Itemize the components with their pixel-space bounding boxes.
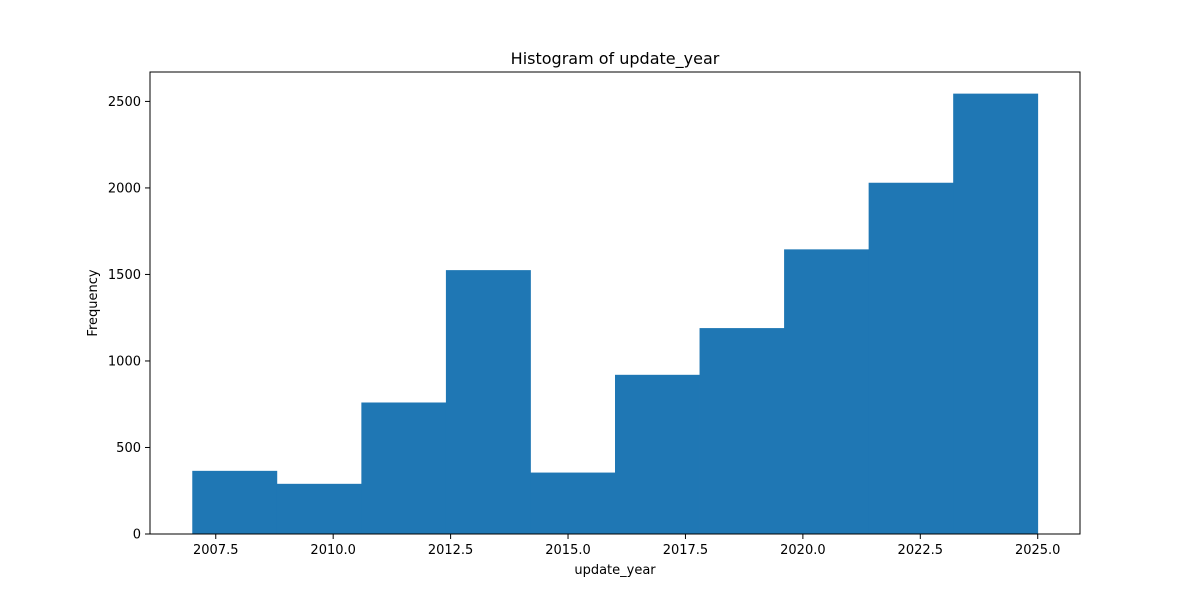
x-tick-label: 2025.0 (1015, 543, 1061, 558)
histogram-bar (192, 470, 278, 534)
x-axis-ticks: 2007.5 2010.0 2012.5 2015.0 2017.5 2020.0 2022… (193, 534, 1060, 558)
histogram-bar (530, 472, 616, 534)
histogram-bar (784, 249, 870, 534)
histogram-bar (361, 402, 447, 534)
histogram-bars (192, 93, 1039, 534)
y-tick-label: 1500 (108, 268, 141, 283)
x-tick-label: 2017.5 (663, 543, 709, 558)
histogram-bar (953, 93, 1039, 534)
y-tick-label: 500 (116, 441, 141, 456)
histogram-bar (868, 182, 954, 534)
plot-frame (149, 71, 1081, 535)
x-tick-label: 2020.0 (780, 543, 826, 558)
x-axis-label: update_year (574, 563, 656, 578)
y-tick-label: 1000 (108, 354, 141, 369)
x-tick-label: 2010.0 (310, 543, 356, 558)
x-tick-label: 2007.5 (193, 543, 239, 558)
histogram-bar (445, 270, 531, 534)
histogram-bar (615, 374, 700, 534)
x-tick-label: 2012.5 (428, 543, 474, 558)
y-tick-label: 2000 (108, 181, 141, 196)
y-tick-label: 0 (133, 528, 141, 543)
chart-title: Histogram of update_year (511, 49, 720, 69)
x-tick-label: 2022.5 (898, 543, 944, 558)
y-tick-label: 2500 (108, 95, 141, 110)
histogram-bar (276, 483, 362, 534)
histogram-bar (699, 328, 785, 534)
y-axis-label: Frequency (86, 269, 101, 336)
x-tick-label: 2015.0 (545, 543, 591, 558)
y-axis-ticks: 0 500 1000 1500 2000 2500 (108, 95, 150, 543)
